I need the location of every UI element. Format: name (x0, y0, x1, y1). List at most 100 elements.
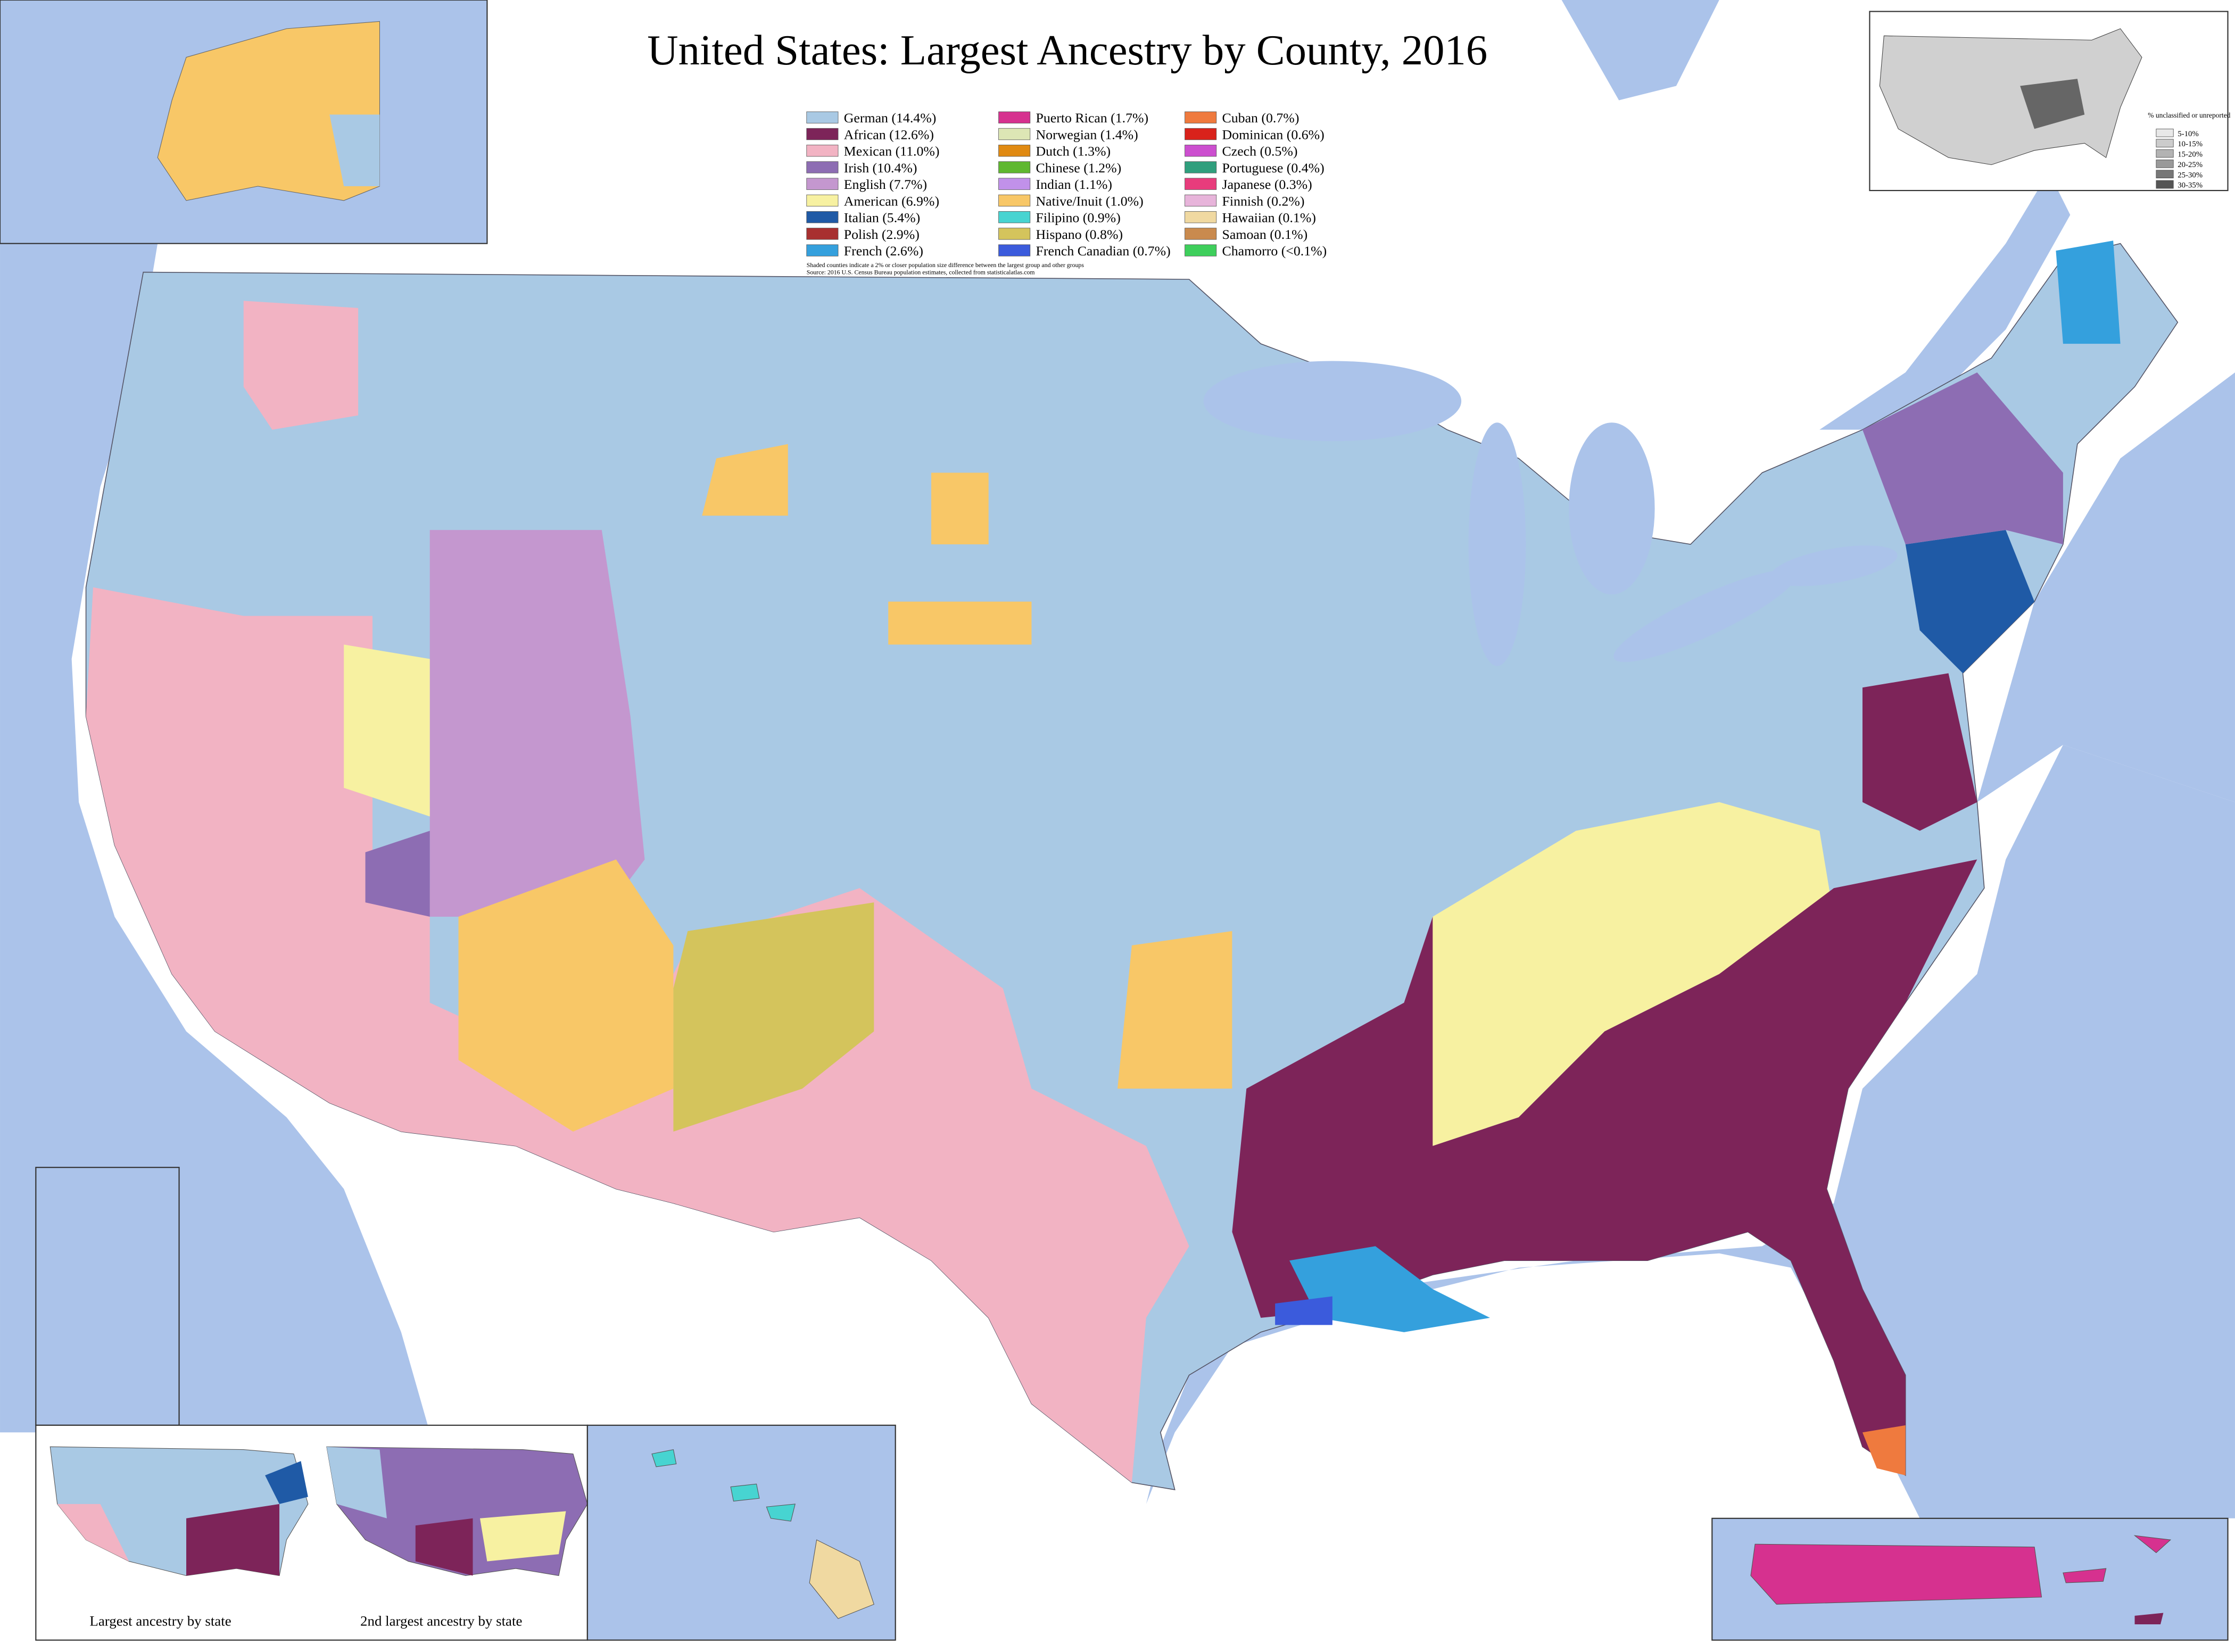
legend-label: Hawaiian (0.1%) (1222, 210, 1316, 226)
legend-swatch (998, 244, 1031, 256)
unclassified-label: 10-15% (2178, 140, 2203, 148)
lake-michigan (1468, 422, 1526, 666)
legend-swatch (998, 178, 1031, 190)
legend-label: Puerto Rican (1.7%) (1036, 110, 1149, 126)
french-canadian-louisiana (1275, 1296, 1332, 1325)
african-south (1232, 859, 1977, 1476)
legend-label: Norwegian (1.4%) (1036, 127, 1138, 142)
unclassified-label: 25-30% (2178, 171, 2203, 179)
legend-swatch (998, 111, 1031, 123)
legend-label: English (7.7%) (844, 177, 927, 192)
legend-swatch (806, 194, 839, 207)
legend-swatch (806, 178, 839, 190)
legend-swatch (998, 194, 1031, 207)
legend: German (14.4%)African (12.6%) Mexican (11… (806, 110, 1327, 276)
legend-swatch (806, 145, 839, 157)
inset-caption: Largest ancestry by state (89, 1613, 231, 1629)
inset-caption: 2nd largest ancestry by state (360, 1613, 522, 1629)
puerto-rico-frame (1711, 1517, 2229, 1641)
italian-northeast (1905, 530, 2035, 674)
state-second-south (415, 1518, 473, 1576)
legend-label: Dominican (0.6%) (1222, 127, 1325, 142)
legend-label: American (6.9%) (844, 193, 939, 209)
unclassified-label: 20-25% (2178, 161, 2203, 169)
legend-label: Hispano (0.8%) (1036, 227, 1123, 242)
legend-label: Filipino (0.9%) (1036, 210, 1121, 226)
legend-swatch (806, 228, 839, 240)
legend-swatch (1185, 244, 1217, 256)
unclassified-high (2020, 79, 2085, 129)
pacific-ocean (0, 243, 430, 1433)
legend-label: Finnish (0.2%) (1222, 193, 1305, 209)
legend-swatch (806, 244, 839, 256)
irish-northeast (1862, 372, 2063, 545)
unclassified-label: 15-20% (2178, 151, 2203, 159)
legend-swatch (1185, 211, 1217, 223)
legend-swatch (1185, 161, 1217, 173)
legend-swatch (806, 211, 839, 223)
legend-label: Polish (2.9%) (844, 227, 920, 242)
legend-swatch (1185, 128, 1217, 140)
mexican-region (86, 587, 1189, 1483)
hawaii-frame (586, 1424, 896, 1641)
outlying-inset (36, 1167, 179, 1425)
american-appalachia (1404, 802, 1834, 1146)
alaska-frame (0, 0, 488, 244)
lake-huron (1569, 422, 1655, 595)
alaska (157, 21, 380, 201)
legend-label: French Canadian (0.7%) (1036, 243, 1171, 259)
lake-erie (1613, 570, 1797, 662)
native-plains (702, 444, 1232, 1089)
legend-swatch (1185, 194, 1217, 207)
map-title: United States: Largest Ancestry by Count… (647, 27, 1487, 74)
lake-ontario (1770, 545, 1898, 586)
legend-swatch (1185, 228, 1217, 240)
lake-superior (1203, 361, 1462, 442)
legend-label: Samoan (0.1%) (1222, 227, 1308, 242)
cuban-miami (1862, 1425, 1906, 1476)
legend-label: French (2.6%) (844, 243, 923, 259)
legend-label: African (12.6%) (844, 127, 934, 142)
legend-note: Shaded counties indicate a 2% or closer … (807, 261, 1085, 269)
legend-swatch (1185, 178, 1217, 190)
legend-label: Native/Inuit (1.0%) (1036, 193, 1144, 209)
mexican-idaho (243, 301, 359, 430)
legend-swatch (1185, 145, 1217, 157)
french-louisiana (1289, 1246, 1490, 1332)
unclassified-swatch (2156, 160, 2174, 168)
hudson-bay (1561, 0, 1719, 101)
legend-label: Czech (0.5%) (1222, 144, 1298, 159)
american-nevada (344, 644, 430, 817)
unclassified-swatch (2156, 139, 2174, 147)
state-first-west (57, 1504, 129, 1562)
alaska-south (329, 114, 380, 186)
legend-label: Indian (1.1%) (1036, 177, 1112, 192)
legend-label: Dutch (1.3%) (1036, 144, 1111, 159)
unclassified-swatch (2156, 128, 2174, 137)
unclassified-swatch (2156, 149, 2174, 158)
state-first-northeast (265, 1461, 308, 1504)
legend-label: German (14.4%) (844, 110, 937, 126)
unclassified-legend: % unclassified or unreported 5-10% 10-15% 1… (2148, 111, 2230, 190)
unclassified-label: 30-35% (2178, 181, 2203, 190)
irish-utah (365, 831, 430, 917)
puerto-rico (1750, 1535, 2172, 1605)
hawaii-big-island (809, 1539, 874, 1619)
unclassified-frame (1869, 11, 2229, 192)
unclassified-swatch (2156, 180, 2174, 189)
unclassified-us (1879, 28, 2142, 165)
native-arizona (458, 859, 674, 1132)
legend-swatch (806, 128, 839, 140)
state-first-south (186, 1504, 280, 1576)
virgin-islands (2134, 1613, 2164, 1625)
hispano-new-mexico (673, 902, 874, 1132)
unclassified-label: 5-10% (2178, 130, 2198, 138)
atlantic-north (1977, 372, 2235, 802)
legend-label: Portuguese (0.4%) (1222, 160, 1325, 176)
legend-swatch (806, 161, 839, 173)
legend-note: Source: 2016 U.S. Census Bureau populati… (807, 268, 1035, 276)
legend-swatch (998, 145, 1031, 157)
hawaii-islands (651, 1449, 796, 1522)
legend-label: Mexican (11.0%) (844, 144, 940, 159)
